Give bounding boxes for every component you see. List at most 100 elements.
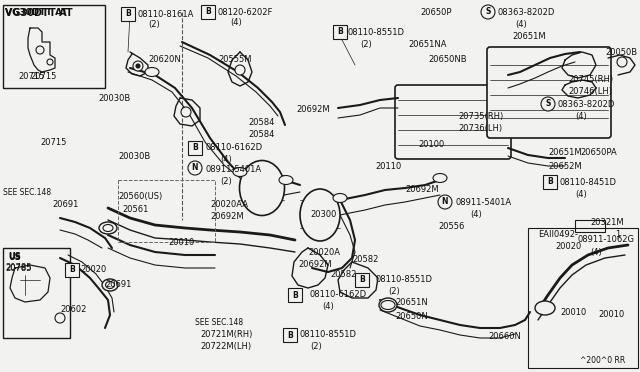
Text: 20785: 20785	[5, 263, 31, 272]
Text: 20030B: 20030B	[98, 94, 131, 103]
Text: EAII0492-: EAII0492-	[538, 230, 578, 239]
Text: 08110-6162D: 08110-6162D	[205, 143, 262, 152]
Text: 08363-8202D: 08363-8202D	[498, 8, 556, 17]
Text: 20650P: 20650P	[420, 8, 451, 17]
FancyBboxPatch shape	[201, 5, 215, 19]
FancyBboxPatch shape	[355, 273, 369, 287]
Ellipse shape	[145, 67, 159, 77]
Text: 20785: 20785	[5, 264, 31, 273]
Text: 20030B: 20030B	[118, 152, 150, 161]
Text: 20650N: 20650N	[395, 312, 428, 321]
Text: 20736(LH): 20736(LH)	[458, 124, 502, 133]
Text: 20582: 20582	[352, 255, 378, 264]
Text: 20651M: 20651M	[548, 148, 582, 157]
FancyBboxPatch shape	[543, 175, 557, 189]
Circle shape	[133, 61, 143, 71]
FancyBboxPatch shape	[121, 7, 135, 21]
FancyBboxPatch shape	[65, 263, 79, 277]
Ellipse shape	[106, 282, 115, 289]
FancyBboxPatch shape	[283, 328, 297, 342]
FancyBboxPatch shape	[188, 141, 202, 155]
Bar	[528, 228, 638, 368]
Text: B: B	[359, 276, 365, 285]
Text: 08110-8551D: 08110-8551D	[348, 28, 405, 37]
Text: 20556: 20556	[438, 222, 465, 231]
Text: 20691: 20691	[105, 280, 131, 289]
Text: 08911-5401A: 08911-5401A	[455, 198, 511, 207]
Text: 20745(RH): 20745(RH)	[568, 75, 613, 84]
Bar	[3, 5, 105, 88]
Text: 20651M: 20651M	[512, 32, 546, 41]
FancyBboxPatch shape	[333, 25, 347, 39]
Text: B: B	[192, 144, 198, 153]
Bar	[575, 220, 605, 232]
Ellipse shape	[379, 298, 397, 312]
Text: (4): (4)	[230, 18, 242, 27]
Text: 20715: 20715	[40, 138, 67, 147]
Text: 20020: 20020	[555, 242, 581, 251]
Text: (2): (2)	[388, 287, 400, 296]
Text: 20652M: 20652M	[548, 162, 582, 171]
Text: B: B	[205, 7, 211, 16]
Text: (4): (4)	[515, 20, 527, 29]
Text: 08120-6202F: 08120-6202F	[218, 8, 273, 17]
Text: US: US	[8, 252, 20, 261]
Text: S: S	[485, 7, 491, 16]
Circle shape	[481, 5, 495, 19]
Text: ^200^0 RR: ^200^0 RR	[580, 356, 625, 365]
Ellipse shape	[433, 173, 447, 183]
Text: B: B	[125, 10, 131, 19]
Text: 20020AA: 20020AA	[210, 200, 248, 209]
FancyBboxPatch shape	[487, 47, 611, 138]
Text: 20715: 20715	[30, 72, 56, 81]
Circle shape	[438, 195, 452, 209]
Ellipse shape	[102, 279, 118, 291]
Text: 20692M: 20692M	[298, 260, 332, 269]
Text: 08110-6162D: 08110-6162D	[310, 290, 367, 299]
Ellipse shape	[300, 189, 340, 241]
Text: 20321M: 20321M	[590, 218, 623, 227]
FancyBboxPatch shape	[288, 288, 302, 302]
Text: B: B	[337, 28, 343, 36]
Text: 20020: 20020	[80, 265, 106, 274]
Text: 20100: 20100	[418, 140, 444, 149]
Text: 20020A: 20020A	[308, 248, 340, 257]
Text: 20692M: 20692M	[296, 105, 330, 114]
Bar	[3, 248, 70, 338]
Text: 20660N: 20660N	[488, 332, 521, 341]
Ellipse shape	[381, 301, 395, 310]
Text: 20691: 20691	[52, 200, 78, 209]
Text: 20584: 20584	[248, 130, 275, 139]
FancyBboxPatch shape	[395, 85, 511, 159]
Circle shape	[235, 65, 245, 75]
Text: 20692M: 20692M	[210, 212, 244, 221]
Text: N: N	[192, 164, 198, 173]
Ellipse shape	[383, 301, 393, 309]
Text: (4): (4)	[575, 190, 587, 199]
Text: 20050B: 20050B	[605, 48, 637, 57]
Text: VG30DTT AT: VG30DTT AT	[5, 8, 72, 18]
Text: 08110-8551D: 08110-8551D	[375, 275, 432, 284]
Text: 20620N: 20620N	[148, 55, 180, 64]
Text: 20721M(RH): 20721M(RH)	[200, 330, 252, 339]
Text: (4): (4)	[470, 210, 482, 219]
Circle shape	[47, 59, 53, 65]
Text: (4): (4)	[590, 248, 602, 257]
Text: 20582: 20582	[330, 270, 356, 279]
Text: 20010: 20010	[560, 308, 586, 317]
Text: (4): (4)	[322, 302, 333, 311]
Text: 20602: 20602	[60, 305, 86, 314]
Text: 20300: 20300	[310, 210, 337, 219]
Text: US: US	[8, 253, 20, 262]
Text: 08911-1062G: 08911-1062G	[578, 235, 635, 244]
Text: 20560(US): 20560(US)	[118, 192, 163, 201]
Text: SEE SEC.148: SEE SEC.148	[3, 188, 51, 197]
Ellipse shape	[333, 193, 347, 202]
Circle shape	[181, 107, 191, 117]
Text: (4): (4)	[575, 112, 587, 121]
Text: (2): (2)	[220, 177, 232, 186]
Text: 20555M: 20555M	[218, 55, 252, 64]
Text: 20010: 20010	[598, 310, 624, 319]
Text: (2): (2)	[310, 342, 322, 351]
Text: 20651NA: 20651NA	[408, 40, 447, 49]
